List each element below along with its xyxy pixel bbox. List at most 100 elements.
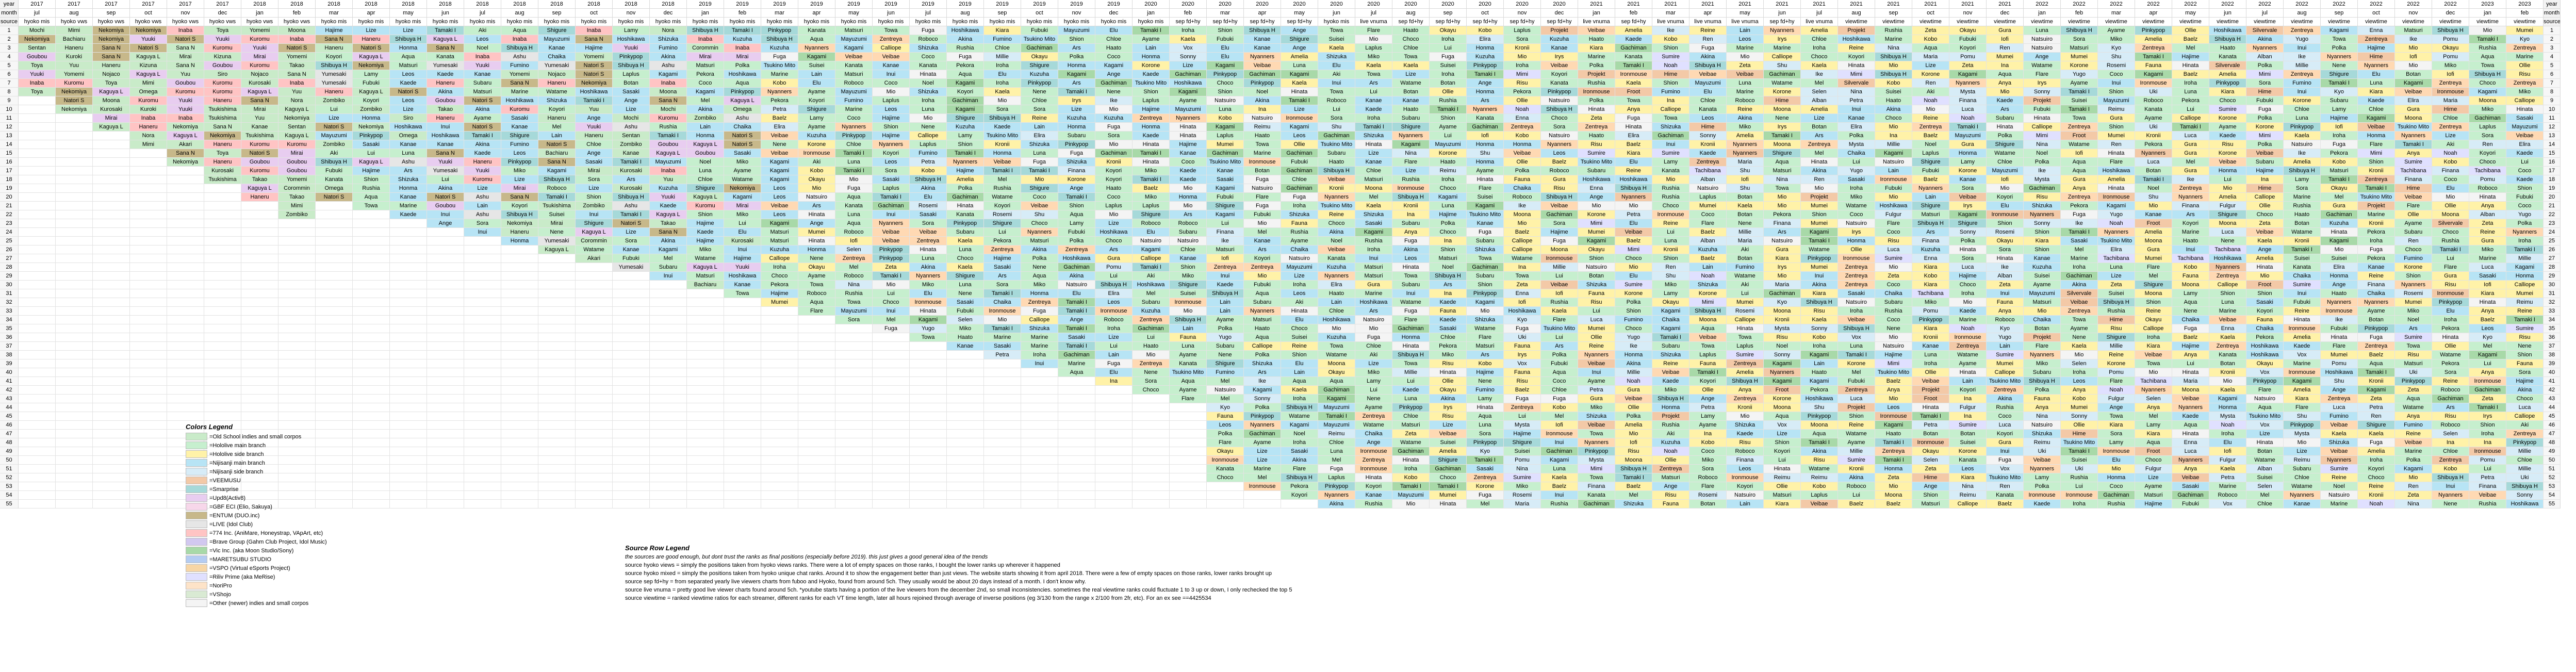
rank-cell[interactable]: Luna [1912, 351, 1949, 359]
rank-cell[interactable]: Toya [19, 61, 56, 70]
rank-cell[interactable] [56, 228, 93, 237]
rank-cell[interactable]: Choco [2358, 473, 2395, 482]
rank-cell[interactable]: Shibuya H [1392, 351, 1430, 359]
rank-cell[interactable]: Veibae [1578, 421, 1615, 430]
header-year-cell[interactable]: 2018 [576, 0, 613, 9]
rank-cell[interactable]: Shigure [1133, 210, 1170, 219]
rank-cell[interactable] [724, 377, 761, 386]
rank-cell[interactable]: Ashu [390, 158, 427, 167]
rank-cell[interactable] [538, 307, 576, 316]
rank-cell[interactable]: Anya [2469, 202, 2506, 210]
rank-cell[interactable] [93, 175, 130, 184]
rank-cell[interactable]: Koyori [2246, 307, 2284, 316]
rank-cell[interactable]: Kanata [1949, 456, 1987, 465]
rank-cell[interactable]: Tsukino Mito [1318, 140, 1355, 149]
header-source-cell[interactable]: viewtime [2321, 18, 2358, 26]
rank-cell[interactable] [538, 473, 576, 482]
rank-cell[interactable]: Elu [1615, 158, 1652, 167]
rank-cell[interactable]: Ironmouse [1615, 70, 1652, 79]
rank-cell[interactable]: Pekora [2135, 140, 2172, 149]
rank-cell[interactable]: Rosemi [984, 210, 1021, 219]
rank-cell[interactable]: Leos [464, 35, 501, 44]
rank-cell[interactable]: Aqua [1764, 412, 1801, 421]
rank-cell[interactable]: Koyori [1764, 447, 1801, 456]
rank-cell[interactable]: Honma [390, 184, 427, 193]
rank-cell[interactable]: Leos [1727, 35, 1764, 44]
rank-cell[interactable] [204, 395, 241, 403]
rank-cell[interactable]: Chaika [2024, 316, 2061, 324]
rank-cell[interactable]: Gachiman [947, 193, 984, 202]
rank-cell[interactable]: Hinata [2469, 298, 2506, 307]
rank-cell[interactable]: Mimi [1875, 359, 1912, 368]
rank-cell[interactable]: Hinata [2172, 61, 2209, 70]
rank-cell[interactable]: Koyori [2469, 149, 2506, 158]
rank-cell[interactable]: Matsuri [2061, 44, 2098, 53]
rank-cell[interactable]: Kobo [2172, 263, 2209, 272]
rank-cell[interactable]: Natori S [576, 70, 613, 79]
rank-cell[interactable]: Korone [1949, 447, 1987, 456]
rank-cell[interactable]: Nekomiya [724, 184, 761, 193]
rank-cell[interactable]: Chaika [2284, 272, 2321, 281]
rank-cell[interactable]: Amelia [2284, 158, 2321, 167]
rank-cell[interactable]: Shion [1170, 263, 1207, 272]
rank-cell[interactable]: Aki [1133, 272, 1170, 281]
header-year-cell[interactable]: 2023 [2469, 0, 2506, 9]
rank-cell[interactable]: Miko [1838, 193, 1875, 202]
rank-cell[interactable]: Subaru [1133, 298, 1170, 307]
rank-cell[interactable] [204, 412, 241, 421]
rank-cell[interactable]: Veibae [1689, 333, 1727, 342]
rank-cell[interactable]: Kobo [1912, 35, 1949, 44]
rank-cell[interactable]: Luna [390, 149, 427, 158]
rank-cell[interactable]: Zentreya [2506, 79, 2544, 88]
rank-cell[interactable]: Ironmouse [910, 298, 947, 307]
rank-cell[interactable]: Iroha [1021, 351, 1058, 359]
rank-cell[interactable] [650, 403, 687, 412]
rank-cell[interactable]: Inui [1392, 289, 1430, 298]
rank-cell[interactable]: Kagami [1170, 88, 1207, 96]
rank-cell[interactable]: Hinata [2321, 333, 2358, 342]
rank-cell[interactable]: Ike [1244, 377, 1281, 386]
rank-cell[interactable]: Ike [2395, 35, 2432, 44]
rank-cell[interactable]: Matsuri [1207, 245, 1244, 254]
rank-cell[interactable] [278, 491, 316, 500]
rank-cell[interactable]: Gachiman [2061, 272, 2098, 281]
rank-cell[interactable] [576, 351, 613, 359]
rank-cell[interactable] [1170, 430, 1207, 438]
rank-cell[interactable]: Inui [650, 272, 687, 281]
rank-cell[interactable]: Sana N [501, 79, 538, 88]
rank-cell[interactable]: Leos [1281, 289, 1318, 298]
rank-cell[interactable]: Risu [2024, 193, 2061, 202]
rank-cell[interactable] [204, 421, 241, 430]
rank-cell[interactable] [56, 412, 93, 421]
rank-cell[interactable] [390, 438, 427, 447]
rank-cell[interactable] [501, 491, 538, 500]
rank-cell[interactable]: Tamaki I [2358, 368, 2395, 377]
rank-cell[interactable]: Nojaco [241, 70, 278, 79]
rank-cell[interactable]: Coco [1095, 53, 1133, 61]
rank-cell[interactable] [873, 491, 910, 500]
rank-cell[interactable]: Projekt [1541, 26, 1578, 35]
rank-cell[interactable]: Ollie [1615, 403, 1652, 412]
rank-cell[interactable]: Reine [1615, 167, 1652, 175]
rank-cell[interactable] [241, 377, 278, 386]
rank-cell[interactable] [390, 491, 427, 500]
rank-cell[interactable]: Nyanners [873, 219, 910, 228]
rank-cell[interactable]: Tamaki I [2395, 140, 2432, 149]
rank-cell[interactable]: Yuuki [427, 158, 464, 167]
rank-cell[interactable]: Mel [984, 175, 1021, 184]
rank-cell[interactable]: Kiara [1912, 324, 1949, 333]
header-year-cell[interactable]: 2017 [204, 0, 241, 9]
rank-cell[interactable]: Reine [1652, 219, 1689, 228]
rank-cell[interactable]: Chloe [1987, 158, 2024, 167]
rank-cell[interactable]: Mumei [1727, 298, 1764, 307]
rank-cell[interactable]: Polka [1021, 254, 1058, 263]
rank-cell[interactable]: Rushia [1875, 307, 1912, 316]
rank-cell[interactable]: Matsuri [1912, 500, 1949, 509]
rank-cell[interactable]: Shion [2395, 272, 2432, 281]
rank-cell[interactable]: Lain [1095, 351, 1133, 359]
rank-cell[interactable]: Shibuya H [1170, 316, 1207, 324]
rank-cell[interactable]: Lui [2432, 254, 2469, 263]
rank-cell[interactable]: Haneru [316, 44, 353, 53]
rank-cell[interactable]: Takao [650, 219, 687, 228]
rank-cell[interactable]: Lui [1764, 456, 1801, 465]
